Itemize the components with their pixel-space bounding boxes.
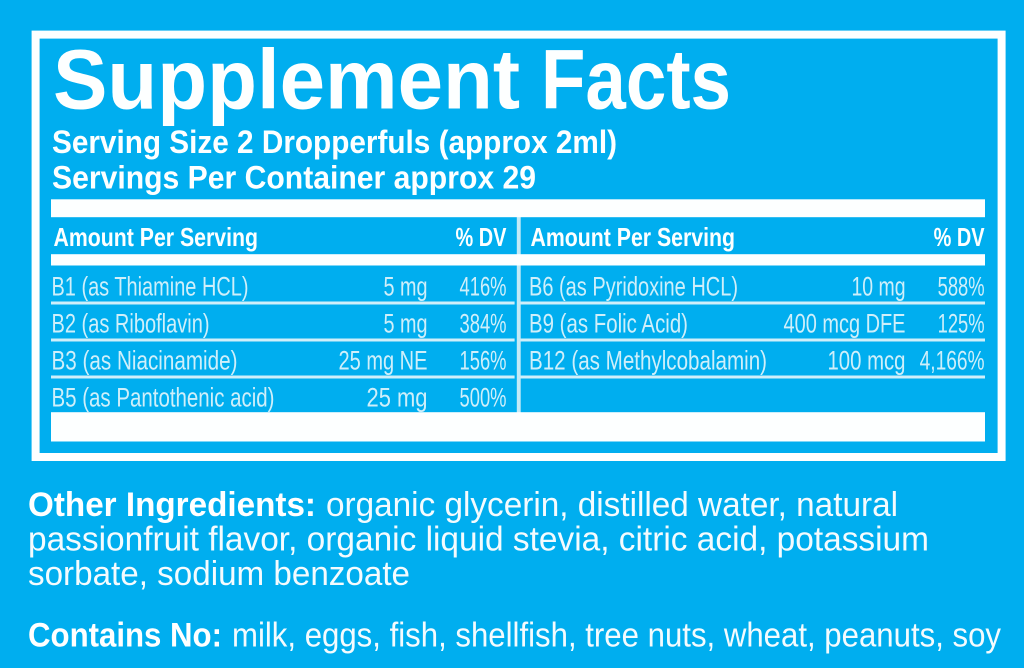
svg-text:organic glycerin, distilled wa: organic glycerin, distilled water, natur…: [326, 486, 898, 524]
svg-text:588%: 588%: [938, 272, 985, 302]
svg-text:% DV: % DV: [934, 222, 985, 252]
svg-text:125%: 125%: [938, 309, 985, 339]
svg-text:Servings Per Container approx: Servings Per Container approx 29: [52, 159, 536, 195]
svg-text:B12 (as Methylcobalamin): B12 (as Methylcobalamin): [529, 346, 767, 376]
svg-text:25 mg: 25 mg: [367, 383, 428, 413]
svg-text:416%: 416%: [460, 272, 507, 302]
svg-text:400 mcg DFE: 400 mcg DFE: [784, 309, 906, 339]
svg-text:156%: 156%: [460, 346, 507, 376]
svg-text:passionfruit flavor, organic l: passionfruit flavor, organic liquid stev…: [28, 521, 929, 559]
svg-text:B2 (as Riboflavin): B2 (as Riboflavin): [52, 309, 210, 339]
svg-text:B6 (as Pyridoxine HCL): B6 (as Pyridoxine HCL): [529, 272, 738, 302]
svg-text:4,166%: 4,166%: [920, 346, 985, 376]
svg-text:Other Ingredients:: Other Ingredients:: [28, 486, 316, 524]
svg-text:384%: 384%: [460, 309, 507, 339]
svg-text:B1 (as Thiamine HCL): B1 (as Thiamine HCL): [52, 272, 249, 302]
svg-text:% DV: % DV: [456, 222, 507, 252]
svg-text:10 mg: 10 mg: [852, 272, 906, 302]
svg-text:500%: 500%: [460, 383, 507, 413]
svg-text:B3 (as Niacinamide): B3 (as Niacinamide): [52, 346, 238, 376]
svg-text:5 mg: 5 mg: [384, 272, 428, 302]
svg-text:25 mg NE: 25 mg NE: [339, 346, 428, 376]
svg-text:Contains No:: Contains No:: [28, 617, 222, 655]
svg-text:Serving Size 2 Dropperfuls (ap: Serving Size 2 Dropperfuls (approx 2ml): [52, 124, 617, 160]
svg-text:Supplement: Supplement: [53, 33, 520, 127]
svg-text:B5 (as Pantothenic acid): B5 (as Pantothenic acid): [52, 383, 275, 413]
svg-text:Amount Per Serving: Amount Per Serving: [54, 222, 259, 252]
svg-text:100 mcg: 100 mcg: [828, 346, 906, 376]
svg-text:milk, eggs, fish, shellfish, t: milk, eggs, fish, shellfish, tree nuts, …: [232, 617, 1001, 655]
svg-text:sorbate, sodium benzoate: sorbate, sodium benzoate: [28, 555, 410, 593]
svg-text:Facts: Facts: [541, 33, 731, 127]
svg-text:B9 (as Folic Acid): B9 (as Folic Acid): [529, 309, 688, 339]
svg-text:5 mg: 5 mg: [384, 309, 428, 339]
svg-text:Amount Per Serving: Amount Per Serving: [531, 222, 736, 252]
